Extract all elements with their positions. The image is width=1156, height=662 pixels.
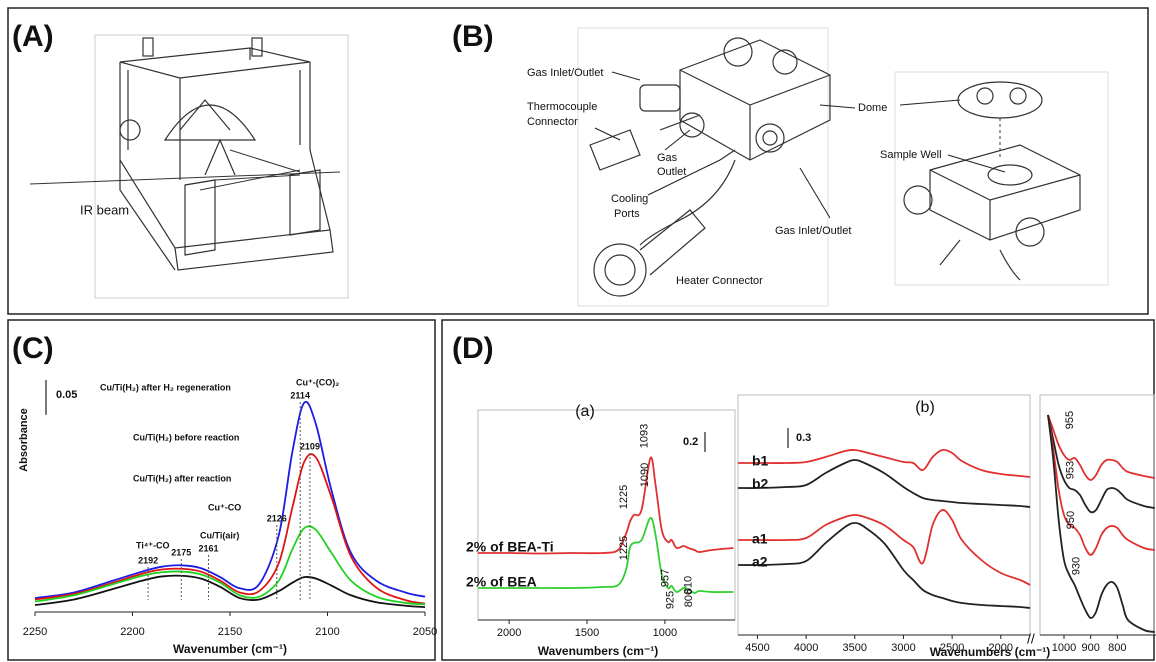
- x-tick-label: 4500: [745, 642, 769, 654]
- x-tick-label: 2500: [940, 642, 964, 654]
- x-tick-label: 2200: [120, 626, 144, 638]
- series-line: [1047, 414, 1155, 556]
- series-label: 2% of BEA: [466, 574, 537, 590]
- x-tick-label: 2150: [218, 626, 242, 638]
- series-line: [1047, 414, 1155, 481]
- x-axis-title: Wavenumbers (cm⁻¹): [538, 644, 659, 658]
- series-label: Cu/Ti(air): [200, 530, 239, 540]
- peak-label: 1225: [618, 485, 630, 509]
- x-tick-label: 4000: [794, 642, 818, 654]
- peak-label: 2192: [138, 555, 158, 565]
- scale-bar-label: 0.3: [796, 432, 811, 444]
- x-tick-label: 3500: [843, 642, 867, 654]
- peak-label: 2161: [199, 543, 219, 553]
- x-tick-label: 2000: [497, 627, 521, 639]
- diagram-label: Heater Connector: [676, 275, 763, 287]
- diagram-label: IR beam: [80, 202, 129, 217]
- diagram-label: Connector: [527, 116, 578, 128]
- annotation: Ti⁴⁺-CO: [136, 540, 170, 550]
- series-label: a2: [752, 554, 768, 570]
- panel-frame: [7, 319, 436, 661]
- annotation: Cu⁺-CO: [208, 502, 241, 512]
- diagram-label: Dome: [858, 102, 887, 114]
- scale-bar-label: 0.2: [683, 436, 698, 448]
- scale-bar-label: 0.05: [56, 389, 77, 401]
- x-tick-label: 2050: [413, 626, 437, 638]
- series-label: b1: [752, 453, 769, 469]
- peak-label: 925: [664, 591, 676, 609]
- series-line: [477, 456, 734, 555]
- axis-break: //: [1027, 631, 1035, 647]
- series-line: [737, 522, 1031, 609]
- series-line: [1047, 414, 1155, 514]
- series-line: [34, 525, 426, 606]
- diagram-label: Ports: [614, 208, 640, 220]
- diagram-label: Cooling: [611, 193, 648, 205]
- peak-label: 2109: [300, 441, 320, 451]
- panel-label: (D): [452, 332, 494, 365]
- series-line: [34, 453, 426, 605]
- x-tick-label: 800: [1108, 642, 1126, 654]
- series-line: [738, 509, 1031, 586]
- diagram-label: Gas: [657, 152, 678, 164]
- x-tick-label: 2000: [989, 642, 1013, 654]
- peak-label: 2175: [171, 547, 191, 557]
- series-label: 2% of BEA-Ti: [466, 539, 554, 555]
- series-line: [1047, 414, 1155, 633]
- panel-label: (A): [12, 20, 54, 53]
- series-line: [34, 574, 426, 609]
- peak-label: 1093: [638, 424, 650, 448]
- diagram-label: Gas Inlet/Outlet: [527, 67, 603, 79]
- peak-label: 806: [683, 589, 695, 607]
- chart-title: (a): [575, 403, 595, 420]
- x-axis-title: Wavenumber (cm⁻¹): [173, 642, 287, 656]
- x-tick-label: 900: [1081, 642, 1099, 654]
- x-tick-label: 3000: [891, 642, 915, 654]
- peak-label: 950: [1065, 511, 1077, 529]
- apparatus-drawing: [29, 34, 349, 299]
- x-tick-label: 1000: [653, 627, 677, 639]
- annotation: Cu⁺-(CO)₂: [296, 377, 339, 387]
- plot-frame: [1039, 394, 1155, 636]
- peak-label: 930: [1071, 557, 1083, 575]
- peak-label: 2114: [290, 390, 310, 400]
- series-label: b2: [752, 476, 769, 492]
- peak-label: 957: [660, 569, 672, 587]
- panel-label: (C): [12, 332, 54, 365]
- peak-label: 953: [1064, 461, 1076, 479]
- diagram-label: Sample Well: [880, 149, 942, 161]
- series-line: [737, 459, 1031, 508]
- diagram-label: Gas Inlet/Outlet: [775, 225, 851, 237]
- chart-title: (b): [915, 399, 935, 416]
- series-line: [738, 448, 1031, 478]
- x-tick-label: 2250: [23, 626, 47, 638]
- panel-frame: [441, 319, 1155, 661]
- series-label: Cu/Ti(H₂) before reaction: [133, 432, 239, 442]
- leader-lines: [594, 71, 1006, 219]
- series-label: Cu/Ti(H₂) after reaction: [133, 473, 231, 483]
- x-tick-label: 1000: [1052, 642, 1076, 654]
- x-tick-label: 2100: [315, 626, 339, 638]
- series-line: [477, 517, 734, 594]
- panel-frame: [7, 7, 1149, 315]
- peak-label: 955: [1064, 411, 1076, 429]
- series-label: a1: [752, 531, 768, 547]
- peak-label: 810: [682, 576, 694, 594]
- plot-frame: [737, 394, 1031, 636]
- panel-label: (B): [452, 20, 494, 53]
- peak-label: 2126: [267, 513, 287, 523]
- series-label: Cu/Ti(H₂) after H₂ regeneration: [100, 382, 231, 392]
- peak-label: 1090: [639, 463, 651, 487]
- y-axis-title: Absorbance: [18, 408, 30, 472]
- peak-label: 1225: [618, 536, 630, 560]
- x-tick-label: 1500: [575, 627, 599, 639]
- x-axis-title: Wavenumbers (cm⁻¹): [930, 645, 1051, 659]
- series-line: [34, 400, 426, 599]
- diagram-label: Outlet: [657, 166, 686, 178]
- diagram-label: Thermocouple: [527, 101, 597, 113]
- cell-drawing: [577, 27, 1109, 307]
